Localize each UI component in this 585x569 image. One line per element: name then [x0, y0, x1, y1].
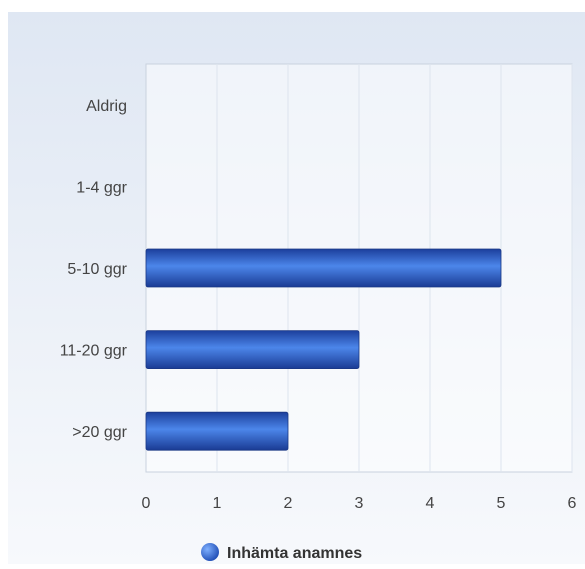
bar[interactable] [145, 330, 360, 370]
x-tick-label: 3 [355, 495, 364, 512]
y-tick-label: Aldrig [86, 98, 127, 115]
y-tick-label: >20 ggr [72, 424, 127, 441]
bars [145, 248, 502, 451]
legend-label[interactable]: Inhämta anamnes [227, 545, 362, 562]
legend-marker-icon [201, 543, 219, 561]
legend[interactable]: Inhämta anamnes [201, 543, 362, 562]
x-tick-label: 5 [497, 495, 506, 512]
bar[interactable] [145, 248, 502, 288]
y-tick-label: 11-20 ggr [60, 343, 128, 360]
x-axis-labels: 0 1 2 3 4 5 6 [142, 495, 577, 512]
bar[interactable] [145, 411, 289, 451]
x-tick-label: 0 [142, 495, 151, 512]
x-tick-label: 6 [568, 495, 577, 512]
x-tick-label: 1 [213, 495, 222, 512]
x-tick-label: 4 [426, 495, 435, 512]
y-tick-label: 1-4 ggr [76, 179, 127, 196]
y-axis-labels: Aldrig 1-4 ggr 5-10 ggr 11-20 ggr >20 ggr [60, 98, 128, 441]
x-tick-label: 2 [284, 495, 293, 512]
y-tick-label: 5-10 ggr [67, 261, 127, 278]
